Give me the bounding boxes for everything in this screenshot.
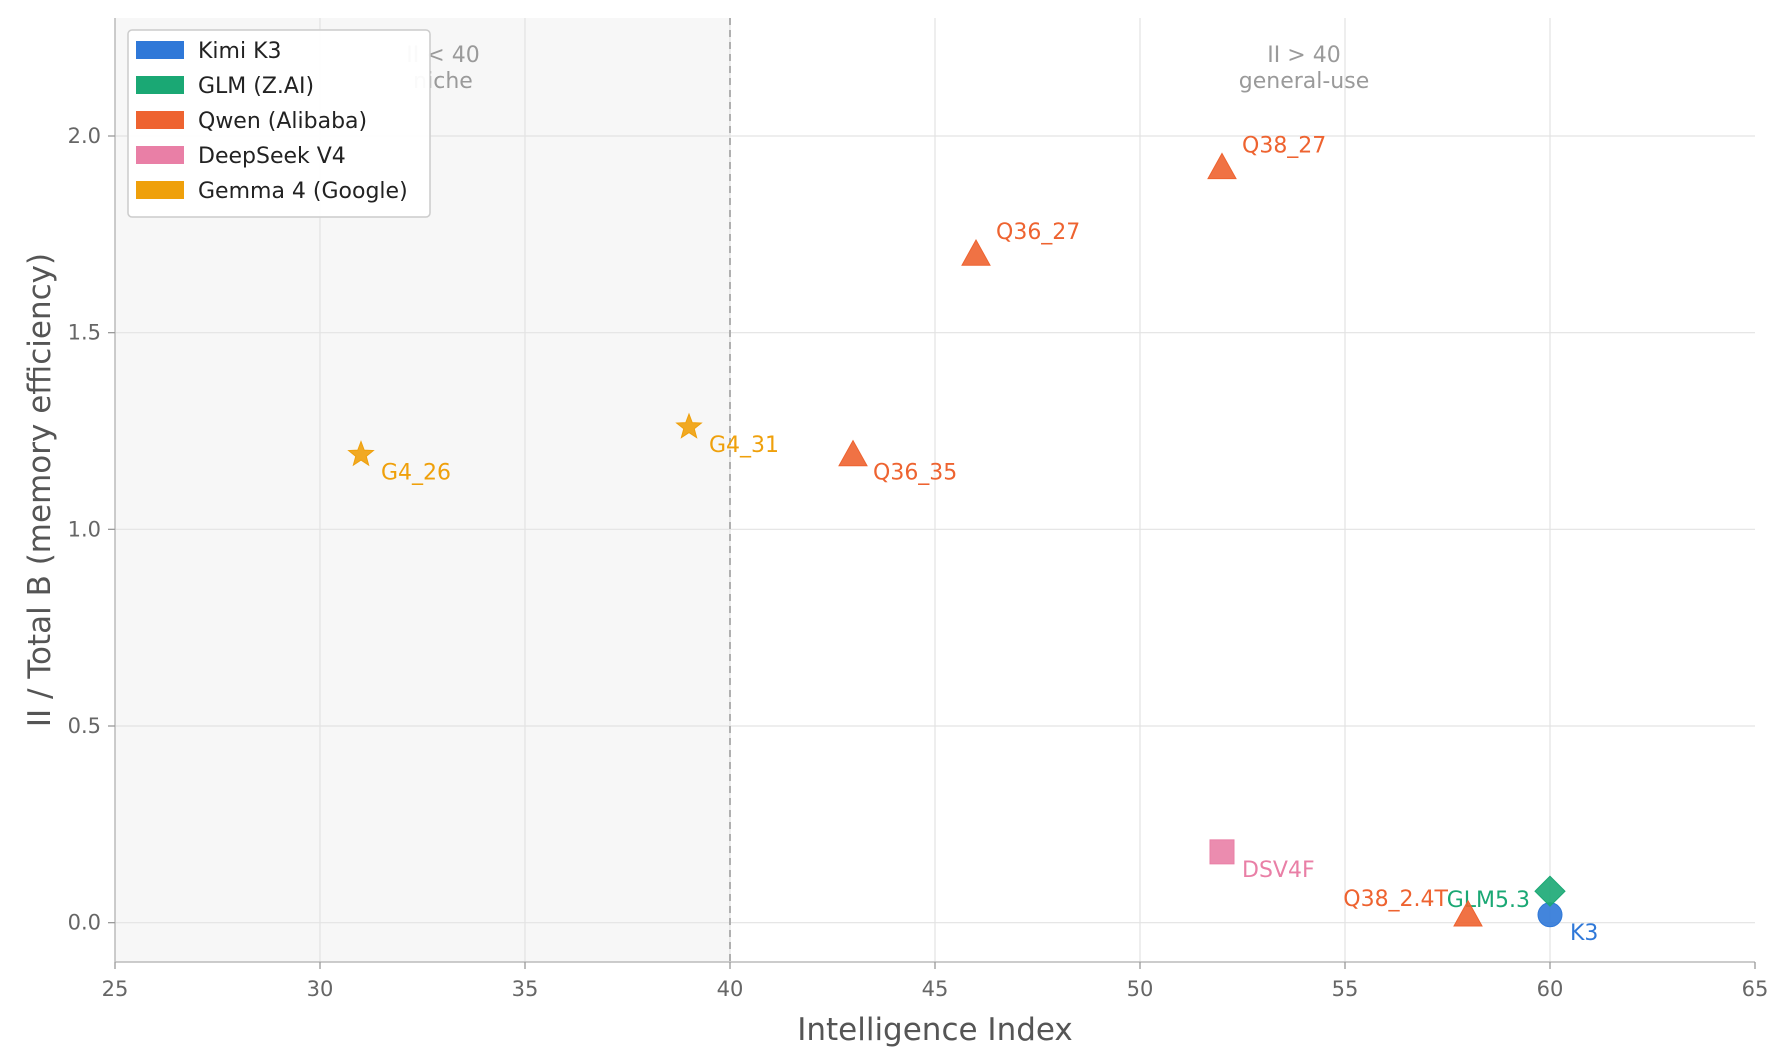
data-point-g4-31: G4_31 (675, 412, 779, 458)
x-tick-label: 65 (1742, 977, 1769, 1001)
marker-square (1209, 839, 1235, 865)
data-point-label: G4_26 (381, 461, 451, 486)
marker-triangle (1453, 899, 1483, 927)
data-point-k3: K3 (1537, 902, 1598, 946)
x-tick-label: 50 (1127, 977, 1154, 1001)
y-axis-label: II / Total B (memory efficiency) (22, 253, 58, 727)
marker-diamond (1534, 875, 1566, 907)
legend-swatch (136, 76, 184, 94)
x-tick-label: 25 (102, 977, 129, 1001)
tick-labels: 25 30 35 40 45 50 55 60 65 0.0 0.5 1.0 1.5 2.0 (68, 124, 1769, 1001)
data-point-dsv4f: DSV4F (1209, 839, 1315, 883)
marker-triangle (1207, 152, 1237, 180)
x-tick-label: 40 (717, 977, 744, 1001)
legend-entry: GLM (Z.AI) (198, 74, 314, 99)
grid-lines (115, 18, 1755, 962)
x-tick-label: 30 (307, 977, 334, 1001)
marker-triangle (961, 238, 991, 266)
marker-triangle (838, 439, 868, 467)
y-tick-label: 1.0 (68, 517, 101, 541)
y-tick-label: 0.5 (68, 714, 101, 738)
data-point-label: Q36_27 (996, 220, 1080, 245)
region-label-1-line2: general-use (1239, 69, 1370, 94)
marker-star (675, 412, 703, 439)
data-point-q38-2-4t: Q38_2.4T (1343, 887, 1483, 927)
data-point-label: K3 (1570, 921, 1598, 946)
data-points: K3 GLM5.3 Q38_27 Q36_27 Q36_35 Q38_2.4T DSV4F G… (347, 133, 1598, 946)
y-tick-label: 2.0 (68, 124, 101, 148)
y-tick-label: 0.0 (68, 911, 101, 935)
data-point-label: DSV4F (1242, 858, 1315, 883)
data-point-q36-27: Q36_27 (961, 220, 1080, 266)
legend-swatch (136, 111, 184, 129)
data-point-label: Q38_27 (1242, 133, 1326, 158)
region-label-1-line1: II > 40 (1267, 43, 1340, 68)
x-tick-label: 45 (922, 977, 949, 1001)
data-point-label: Q36_35 (873, 461, 957, 486)
y-tick-label: 1.5 (68, 321, 101, 345)
legend-swatch (136, 41, 184, 59)
legend-entry: Gemma 4 (Google) (198, 179, 408, 204)
x-tick-label: 55 (1332, 977, 1359, 1001)
legend-entry: Qwen (Alibaba) (198, 109, 367, 134)
legend-swatch (136, 146, 184, 164)
data-point-label: G4_31 (709, 433, 779, 458)
legend-entry: Kimi K3 (198, 39, 282, 64)
data-point-g4-26: G4_26 (347, 440, 451, 486)
x-tick-label: 60 (1537, 977, 1564, 1001)
data-point-q36-35: Q36_35 (838, 439, 957, 486)
x-tick-label: 35 (512, 977, 539, 1001)
legend-entry: DeepSeek V4 (198, 144, 346, 169)
data-point-q38-27: Q38_27 (1207, 133, 1326, 180)
data-point-label: Q38_2.4T (1343, 887, 1448, 912)
legend: Kimi K3 GLM (Z.AI) Qwen (Alibaba) DeepSeek … (127, 29, 431, 218)
legend-box (127, 29, 431, 218)
data-point-label: GLM5.3 (1447, 888, 1530, 913)
legend-swatch (136, 181, 184, 199)
x-axis-label: Intelligence Index (797, 1012, 1073, 1048)
data-point-glm5-3: GLM5.3 (1447, 875, 1566, 913)
marker-star (347, 440, 375, 467)
